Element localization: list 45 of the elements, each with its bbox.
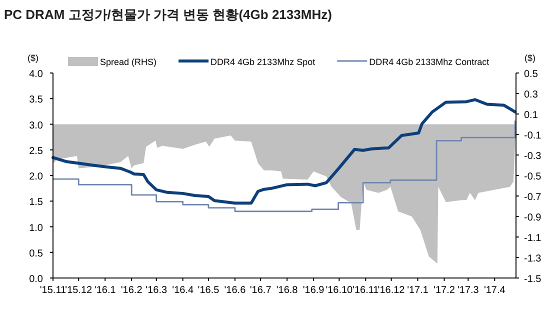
y2-tick-label: -0.9 — [524, 212, 542, 224]
chart-title: PC DRAM 고정가/현물가 가격 변동 현황(4Gb 2133MHz) — [4, 7, 332, 22]
y2-tick-label: -0.3 — [524, 151, 542, 162]
x-tick-label: '16.10 — [326, 285, 354, 296]
y-tick-label: 2.0 — [29, 172, 44, 182]
legend-label: DDR4 4Gb 2133Mhz Spot — [210, 57, 316, 67]
x-tick-label: '16.1 — [94, 285, 116, 296]
x-tick-label: '17.4 — [484, 285, 506, 296]
x-tick-label: '16.8 — [276, 285, 298, 296]
x-tick-label: '17.2 — [434, 285, 456, 296]
x-tick-label: '16.7 — [250, 285, 272, 296]
x-tick-label: '16.6 — [224, 285, 246, 296]
y-tick-label: 3.5 — [29, 94, 44, 106]
x-tick-label: '16.12 — [378, 285, 406, 296]
x-tick-label: '15.12 — [65, 285, 93, 296]
x-tick-label: '17.3 — [457, 285, 480, 296]
y2-tick-label: -1.5 — [524, 274, 542, 285]
x-tick-label: '16.4 — [172, 285, 194, 296]
x-tick-label: '16.11 — [352, 285, 380, 296]
y-tick-label: 3.0 — [29, 120, 44, 132]
y2-tick-label: -0.5 — [524, 172, 542, 182]
y-tick-label: 4.0 — [29, 69, 44, 80]
x-tick-label: '16.5 — [198, 285, 220, 296]
y-tick-label: 1.5 — [29, 197, 44, 208]
y-axis-title: ($) — [28, 53, 38, 63]
y2-tick-label: -0.1 — [524, 130, 542, 142]
y2-tick-label: 0.1 — [524, 110, 538, 121]
x-tick-label: '16.9 — [302, 285, 325, 296]
y-tick-label: 2.5 — [29, 146, 44, 157]
x-tick-label: '17.1 — [407, 285, 429, 296]
y-tick-label: 0.0 — [29, 274, 44, 285]
y2-tick-label: -0.7 — [524, 192, 542, 203]
y2-tick-label: -1.3 — [524, 254, 542, 264]
y2-tick-label: 0.5 — [524, 69, 538, 80]
y-tick-label: 1.0 — [29, 222, 44, 234]
y-tick-label: 0.5 — [29, 248, 44, 260]
x-tick-label: '16.3 — [146, 285, 168, 296]
y2-axis-title: ($) — [524, 53, 536, 63]
y2-tick-label: 0.3 — [524, 90, 538, 100]
line-series — [52, 98, 517, 205]
y2-tick-label: -1.1 — [524, 233, 542, 244]
legend-label: DDR4 4Gb 2133Mhz Contract — [369, 57, 490, 67]
x-tick-label: '16.2 — [120, 285, 143, 296]
x-tick-label: '15.11 — [40, 285, 67, 296]
legend-label: Spread (RHS) — [100, 57, 157, 67]
